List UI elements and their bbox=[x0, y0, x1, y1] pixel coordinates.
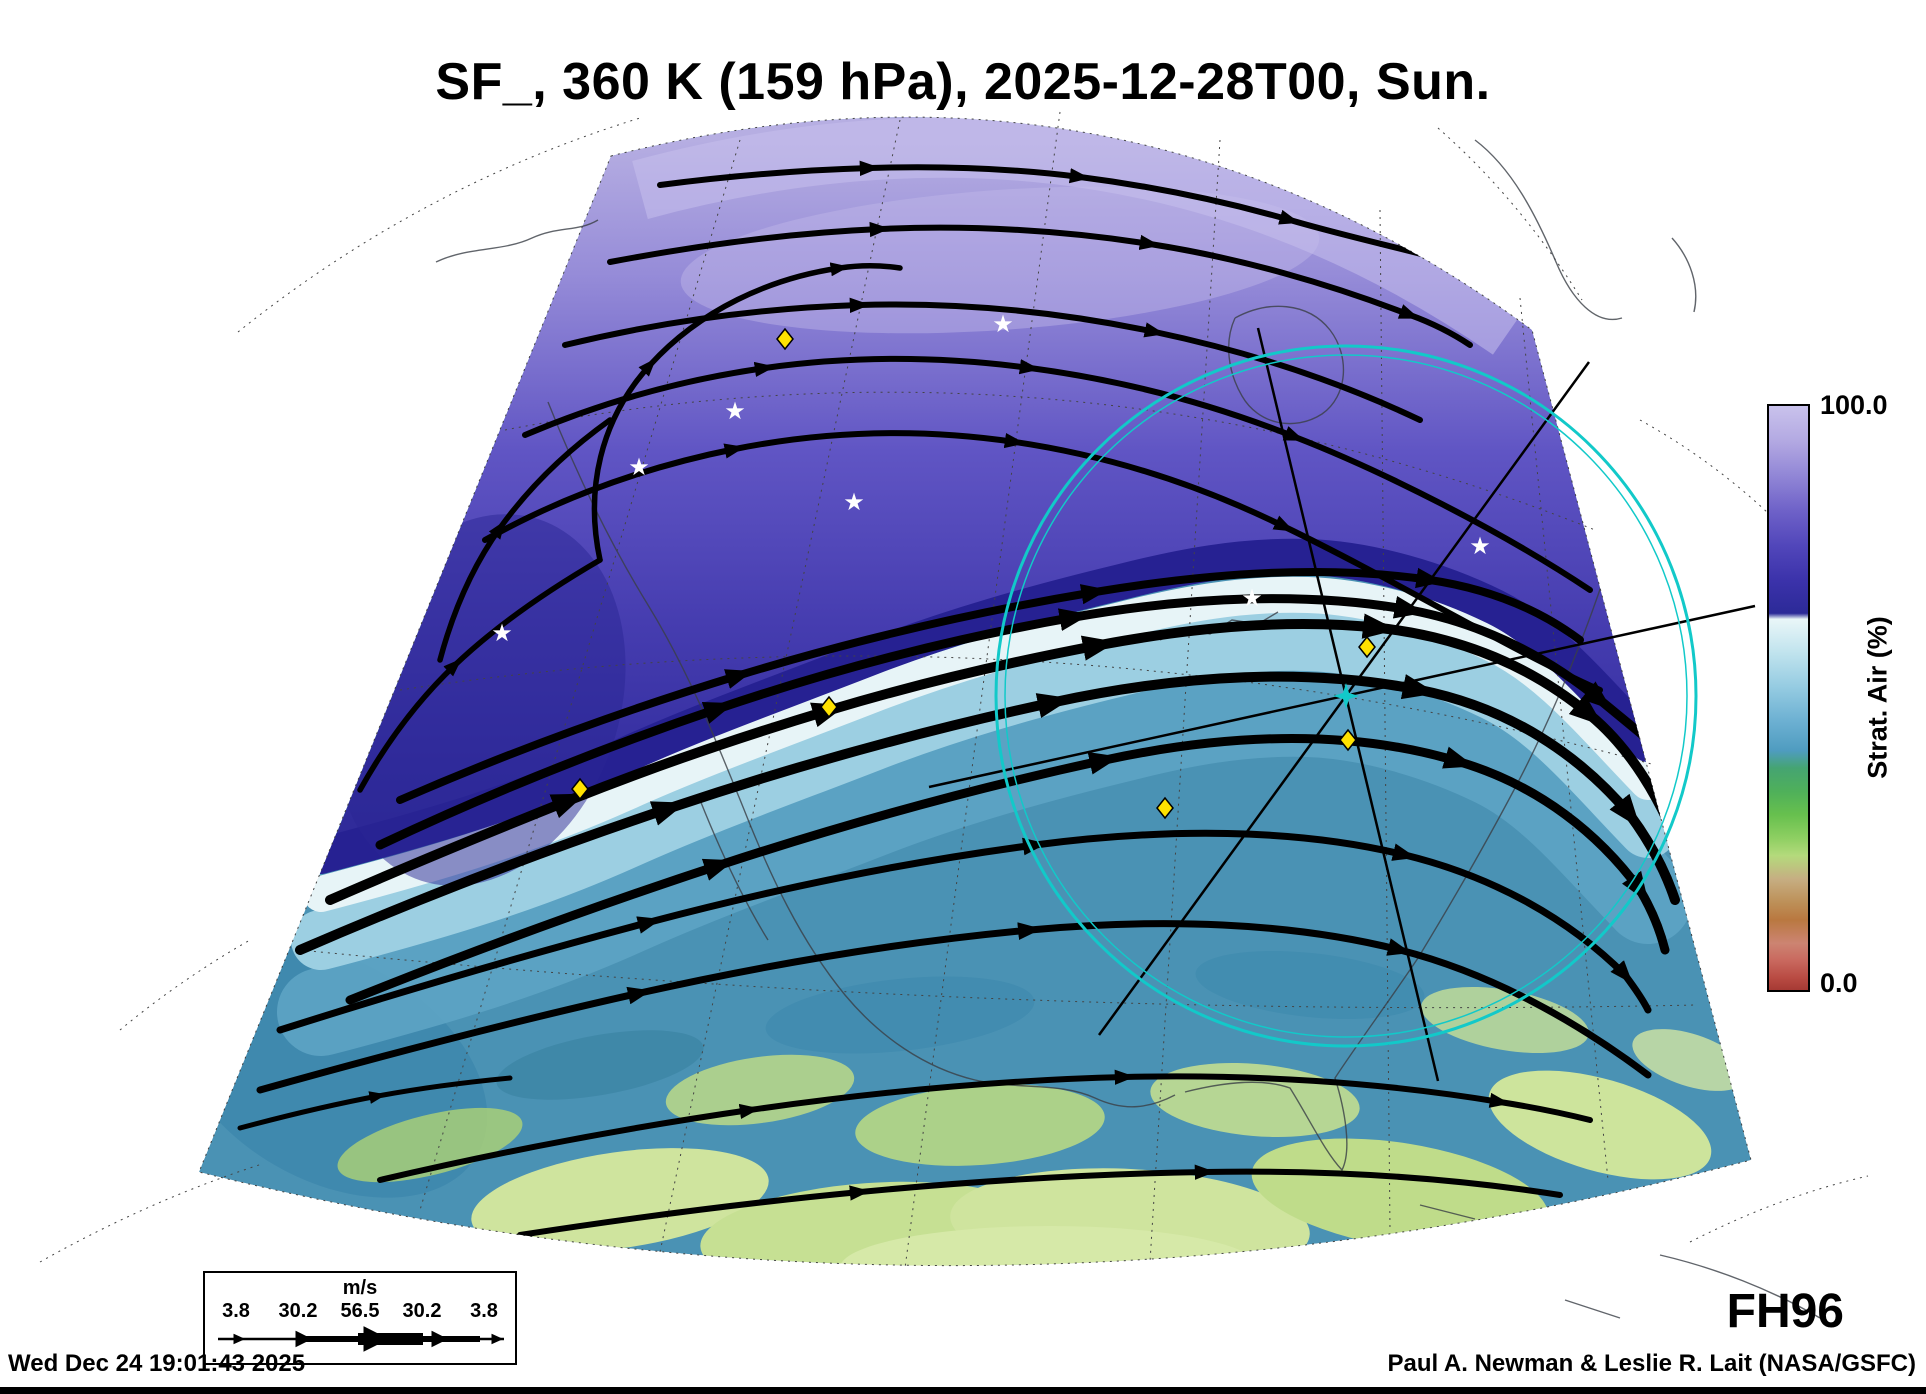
colorbar-gradient bbox=[1769, 406, 1808, 990]
city-marker-star: ★ bbox=[628, 453, 650, 481]
city-marker-star: ★ bbox=[724, 397, 746, 425]
wind-legend-value: 3.8 bbox=[470, 1300, 498, 1322]
station-marker-diamond bbox=[820, 695, 838, 719]
strat-air-field bbox=[199, 117, 1751, 1266]
colorbar bbox=[1767, 404, 1810, 992]
wind-legend-value: 3.8 bbox=[222, 1300, 250, 1322]
streamlines bbox=[237, 160, 1705, 1238]
page-title: SF_, 360 K (159 hPa), 2025-12-28T00, Sun… bbox=[435, 53, 1491, 111]
city-marker-star: ★ bbox=[843, 488, 865, 516]
wind-legend-units: m/s bbox=[342, 1277, 378, 1299]
colorbar-min-label: 0.0 bbox=[1820, 968, 1858, 998]
wind-speed-legend: m/s 3.8 30.2 56.5 30.2 3.8 bbox=[203, 1271, 517, 1365]
station-marker-diamond bbox=[776, 327, 794, 351]
wind-legend-values: 3.8 30.2 56.5 30.2 3.8 bbox=[205, 1300, 515, 1323]
station-marker-diamond bbox=[1156, 796, 1174, 820]
station-marker-diamond bbox=[1358, 635, 1376, 659]
station-marker-diamond bbox=[1339, 728, 1357, 752]
city-marker-star: ★ bbox=[491, 619, 513, 647]
colorbar-max-label: 100.0 bbox=[1820, 390, 1888, 420]
wind-legend-value: 30.2 bbox=[402, 1300, 442, 1322]
bottom-border-bar bbox=[0, 1387, 1926, 1394]
markers-layer: ★ ★ ★ ★ ★ ★ ★ bbox=[491, 310, 1491, 820]
city-marker-star: ★ bbox=[1241, 584, 1263, 612]
generation-timestamp: Wed Dec 24 19:01:43 2025 bbox=[8, 1350, 306, 1377]
colorbar-title: Strat. Air (%) bbox=[1862, 616, 1893, 779]
city-marker-star: ★ bbox=[992, 310, 1014, 338]
wind-legend-value: 56.5 bbox=[340, 1300, 380, 1322]
station-marker-diamond bbox=[571, 777, 589, 801]
circle-center-star bbox=[1333, 683, 1359, 709]
credit-text: Paul A. Newman & Leslie R. Lait (NASA/GS… bbox=[1387, 1350, 1916, 1377]
wind-legend-arrow bbox=[218, 1326, 504, 1352]
range-circle bbox=[994, 344, 1698, 1048]
wind-legend-value: 30.2 bbox=[278, 1300, 318, 1322]
city-marker-star: ★ bbox=[1469, 532, 1491, 560]
forecast-hour-label: FH96 bbox=[1726, 1285, 1844, 1338]
